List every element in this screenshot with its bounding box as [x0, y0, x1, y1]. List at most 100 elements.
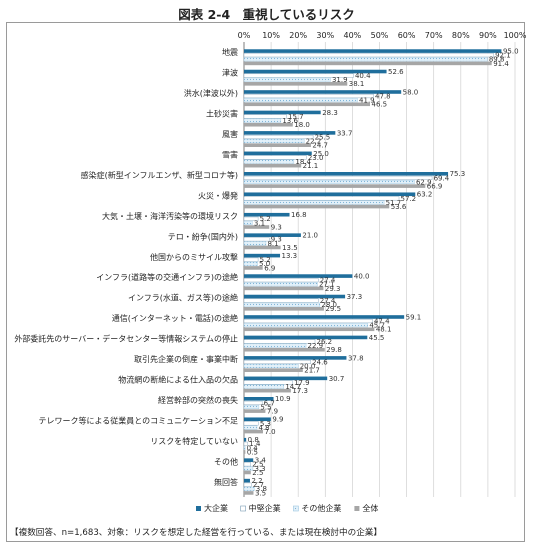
bar	[243, 421, 259, 426]
legend-swatch	[354, 506, 360, 511]
bar	[243, 339, 316, 344]
category-label: 感染症(新型インフルエンザ、新型コロナ等)	[81, 170, 238, 180]
x-tick-label: 20%	[289, 31, 307, 40]
bar	[243, 343, 307, 348]
category-label: 土砂災害	[206, 109, 238, 119]
data-label: 5.2	[260, 256, 271, 264]
bar	[243, 400, 263, 405]
bar	[243, 441, 248, 446]
data-label: 30.7	[329, 375, 345, 383]
category-label: 雪害	[222, 150, 238, 160]
data-label: 9.3	[271, 236, 282, 244]
data-label: 29.8	[326, 346, 342, 354]
data-label: 45.5	[369, 334, 385, 342]
data-label: 5.2	[260, 215, 271, 223]
data-label: 24.7	[312, 142, 328, 150]
chart-title: 図表 2-4 重視しているリスク	[178, 7, 355, 22]
data-label: 14.7	[285, 383, 301, 391]
data-label: 27.4	[320, 297, 336, 305]
bar	[243, 323, 369, 328]
legend-label: 大企業	[204, 503, 228, 513]
bar	[244, 163, 302, 168]
category-label: 地震	[222, 47, 238, 57]
bar	[244, 82, 348, 86]
x-tick-label: 90%	[479, 31, 497, 40]
bar	[244, 397, 274, 401]
bar	[244, 286, 324, 291]
data-label: 58.0	[403, 88, 419, 96]
data-label: 48.1	[376, 326, 392, 334]
legend-swatch	[240, 505, 246, 512]
legend-label: その他企業	[301, 503, 341, 513]
x-tick-label: 60%	[398, 31, 416, 40]
category-label: 大気・土壌・海洋汚染等の環境リスク	[102, 211, 238, 221]
data-label: 17.9	[294, 379, 310, 387]
x-tick-label: 100%	[504, 31, 527, 40]
category-label: 津波	[222, 68, 238, 78]
bar	[244, 204, 390, 209]
data-label: 63.2	[417, 191, 433, 199]
data-label: 40.4	[355, 72, 371, 80]
bar	[244, 102, 371, 107]
data-label: 47.8	[375, 92, 391, 100]
bar	[244, 307, 324, 311]
data-label: 3.5	[255, 489, 266, 497]
bar	[244, 335, 368, 340]
bar	[244, 376, 328, 381]
bar	[243, 364, 299, 369]
data-label: 40.0	[354, 272, 370, 280]
x-tick-label: 40%	[344, 31, 362, 40]
bar	[243, 53, 494, 58]
bar	[243, 57, 488, 62]
bar	[244, 368, 303, 372]
bar	[243, 220, 253, 225]
bar	[244, 409, 266, 413]
category-label: 無回答	[214, 477, 238, 487]
bars	[243, 49, 502, 495]
data-label: 47.4	[374, 317, 390, 325]
bar	[243, 94, 374, 99]
data-label: 57.2	[401, 195, 417, 203]
category-label: テレワーク等による従業員とのコミュニケーション不足	[38, 415, 238, 425]
legend-label: 全体	[362, 503, 378, 513]
legend-label: 中堅企業	[249, 503, 281, 513]
bar	[244, 131, 336, 135]
bar	[243, 200, 385, 205]
data-label: 13.6	[282, 117, 298, 125]
legend-swatch	[196, 506, 201, 511]
data-label: 45.7	[369, 322, 385, 330]
data-label: 38.1	[349, 80, 365, 88]
bar	[244, 470, 251, 475]
bar	[244, 122, 293, 127]
category-label: 風害	[222, 129, 238, 139]
bar	[243, 180, 415, 185]
bar	[244, 266, 263, 270]
category-label: 他国からのミサイル攻撃	[150, 252, 238, 262]
data-label: 21.0	[302, 232, 318, 240]
bar	[244, 458, 254, 462]
category-label: 通信(インターネット・電話)の途絶	[112, 313, 238, 323]
bar	[244, 49, 502, 53]
x-tick-label: 10%	[262, 31, 280, 40]
bar	[243, 196, 400, 201]
data-labels: 95.092.189.891.4 52.6 40.4 31.938.1 58.0 47.8…	[247, 47, 519, 497]
bar	[244, 172, 449, 176]
bar	[243, 134, 314, 139]
data-label: 4.8	[259, 424, 270, 432]
data-label: 41.9	[359, 97, 375, 105]
data-label: 37.8	[348, 354, 364, 362]
data-label: 6.7	[264, 399, 275, 407]
bar	[243, 298, 319, 303]
bar	[243, 380, 293, 385]
bar	[244, 225, 270, 229]
data-label: 20.0	[300, 362, 316, 370]
data-label: 0.5	[247, 448, 258, 456]
data-label: 53.6	[391, 203, 407, 211]
bar	[243, 98, 358, 103]
data-label: 29.5	[325, 305, 341, 313]
data-label: 18.0	[294, 121, 310, 129]
category-label: インフラ(水道、ガス等)の途絶	[128, 293, 238, 303]
bar	[244, 429, 263, 434]
bar	[244, 356, 347, 360]
